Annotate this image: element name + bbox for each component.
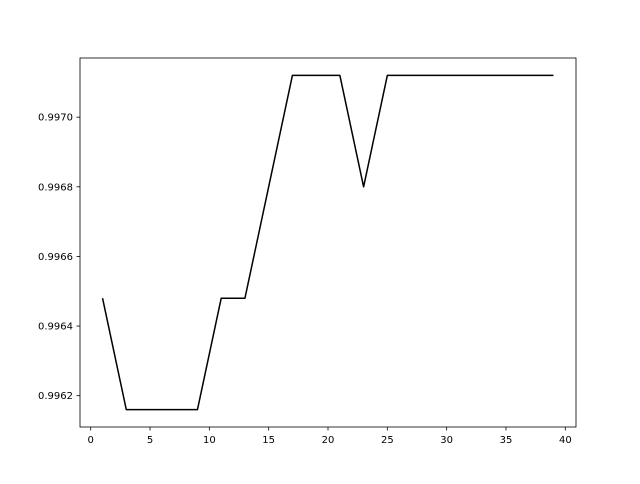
x-tick-label: 0: [87, 435, 93, 446]
x-tick-label: 30: [440, 435, 453, 446]
x-tick-label: 20: [322, 435, 335, 446]
x-tick-label: 25: [381, 435, 394, 446]
plot-area: [80, 58, 576, 427]
y-tick-label: 0.9962: [38, 391, 73, 402]
y-tick-label: 0.9966: [38, 252, 73, 263]
x-tick-label: 5: [147, 435, 153, 446]
x-tick-label: 10: [203, 435, 216, 446]
x-tick-label: 15: [262, 435, 275, 446]
y-tick-label: 0.9968: [38, 182, 73, 193]
y-tick-label: 0.9964: [38, 322, 73, 333]
x-tick-label: 40: [559, 435, 572, 446]
y-tick-label: 0.9970: [38, 113, 73, 124]
x-tick-label: 35: [500, 435, 513, 446]
